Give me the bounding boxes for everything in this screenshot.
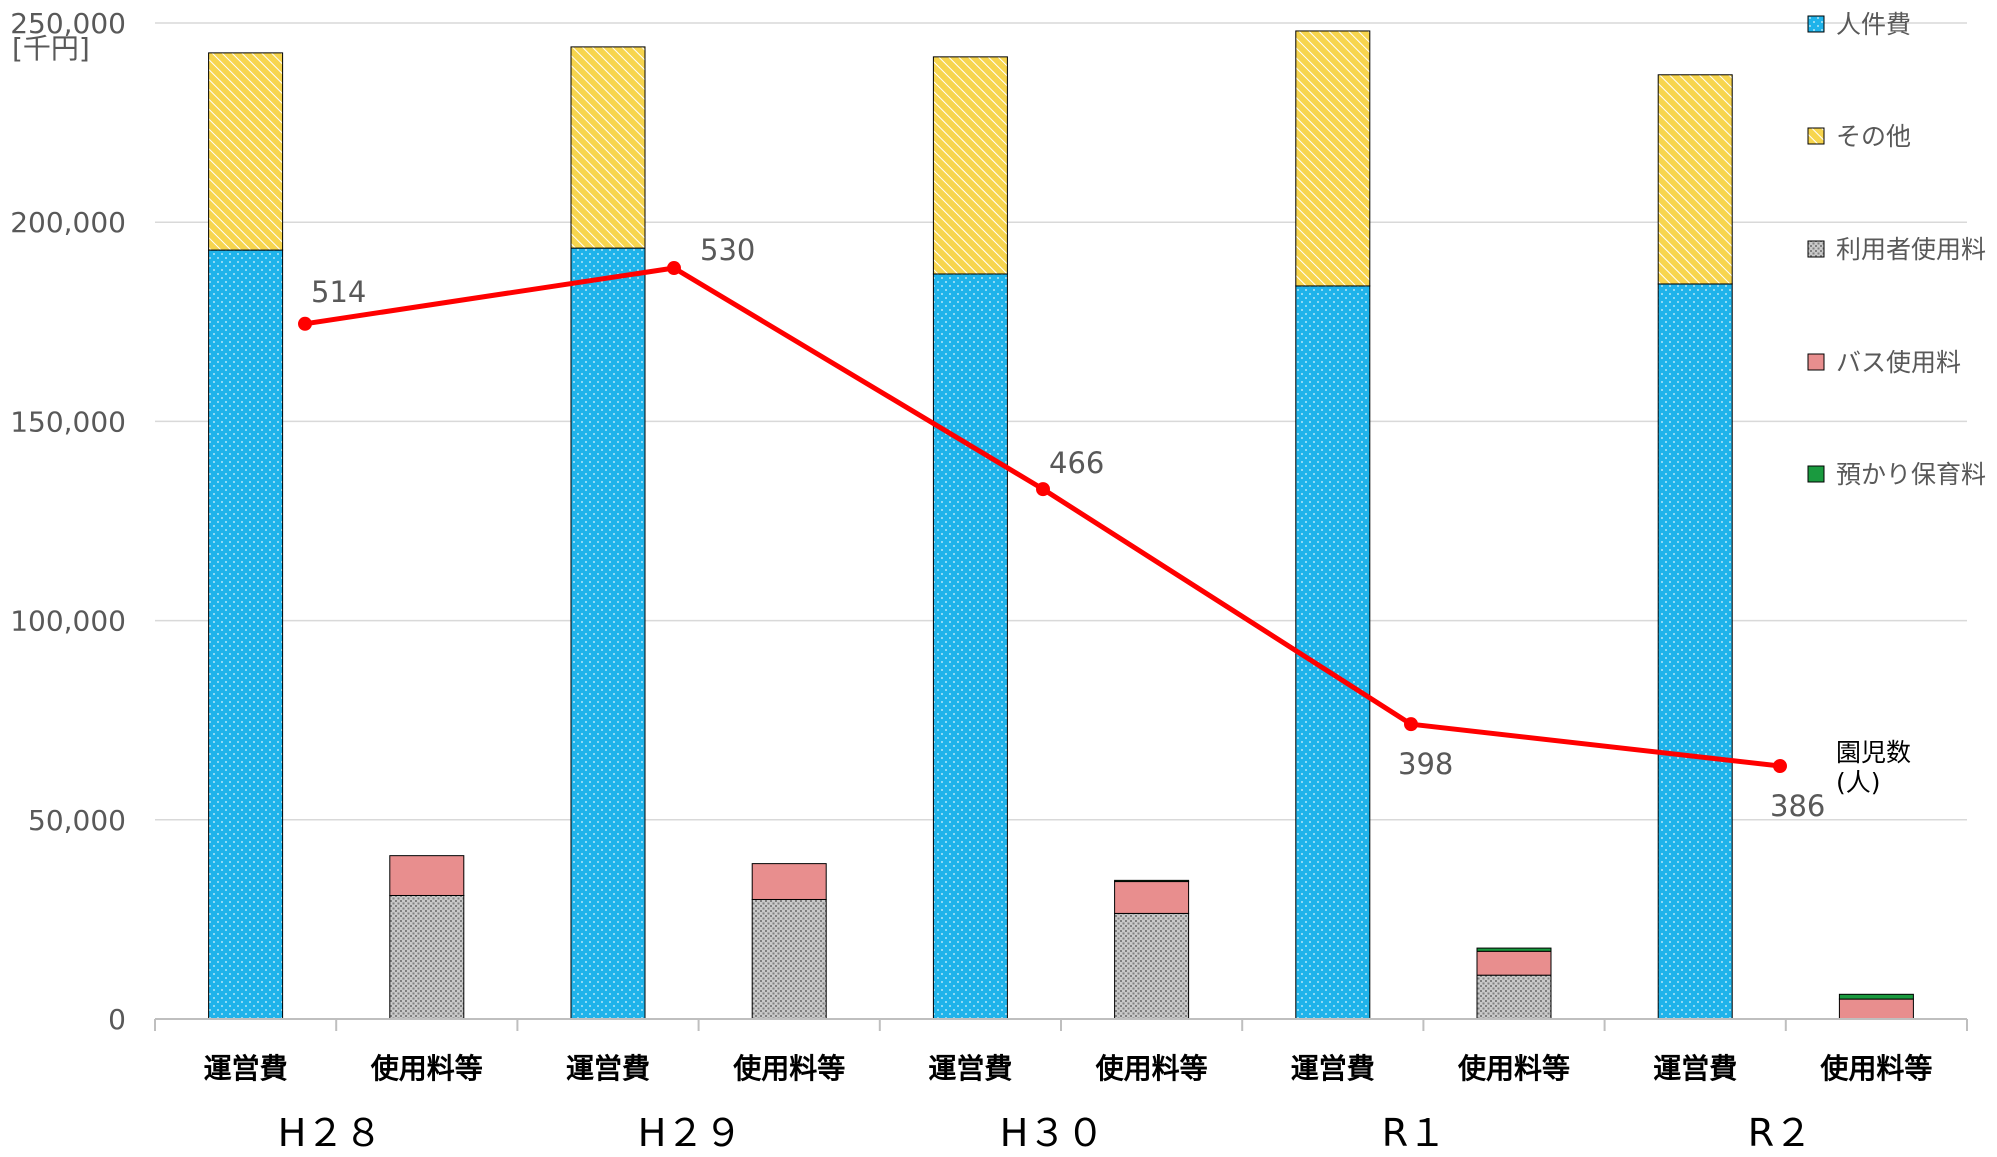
year-label: H２８: [278, 1111, 383, 1155]
line-data-label: 514: [311, 275, 366, 309]
category-label: 使用料等: [370, 1052, 483, 1085]
bar-segment-4: [1476, 947, 1552, 952]
legend-swatch: [1807, 127, 1825, 145]
bar-segment-0: [570, 247, 646, 1020]
y-axis-ticks: 0 50,000 100,000 150,000 200,000 250,000: [10, 7, 126, 1036]
series-label: 園児数(人): [1836, 738, 1911, 797]
line-point: [1404, 717, 1418, 732]
year-label: R１: [1382, 1111, 1446, 1155]
bar-segment-2: [389, 894, 465, 1020]
bar-segment-4: [1114, 879, 1190, 883]
category-label: 運営費: [204, 1052, 288, 1085]
y-tick-label: 50,000: [28, 804, 126, 837]
category-label: 運営費: [1291, 1052, 1375, 1085]
bar-segment-1: [1657, 74, 1733, 285]
category-label: 運営費: [1653, 1052, 1737, 1085]
bar-segment-2: [1476, 974, 1552, 1020]
year-labels: H２８ H２９ H３０ R１ R２: [278, 1111, 1812, 1155]
y-tick-label: 150,000: [10, 405, 126, 438]
line-data-label: 398: [1398, 747, 1453, 781]
line-point: [1036, 482, 1050, 497]
y-tick-label: 200,000: [10, 206, 126, 239]
bar-segment-3: [389, 855, 465, 896]
legend-label: その他: [1836, 122, 1911, 151]
legend-swatch: [1807, 353, 1825, 371]
legend-label: バス使用料: [1836, 348, 1961, 377]
line-point: [298, 316, 312, 331]
bar-segment-3: [1476, 950, 1552, 976]
x-axis-ticks: [154, 1019, 1968, 1031]
bar-segment-1: [932, 56, 1008, 275]
y-tick-label: 250,000: [10, 7, 126, 40]
bar-segment-0: [1295, 285, 1371, 1020]
legend-swatch: [1807, 240, 1825, 258]
stacked-bars: [208, 30, 1914, 1020]
bar-segment-0: [932, 273, 1008, 1020]
legend-label: 人件費: [1836, 10, 1911, 39]
line-point: [667, 261, 681, 276]
bar-segment-1: [570, 46, 646, 249]
bar-segment-2: [1114, 912, 1190, 1020]
y-tick-label: 0: [108, 1003, 126, 1036]
y-tick-label: 100,000: [10, 605, 126, 638]
category-label: 使用料等: [1095, 1052, 1208, 1085]
line-data-label: 386: [1770, 789, 1825, 823]
year-label: H２９: [638, 1111, 743, 1155]
line-data-label: 530: [700, 233, 755, 267]
bar-segment-3: [1838, 998, 1914, 1020]
category-label: 運営費: [928, 1052, 1012, 1085]
bar-segment-1: [208, 52, 284, 251]
year-label: H３０: [1000, 1111, 1105, 1155]
category-label: 使用料等: [732, 1052, 845, 1085]
legend-label: 預かり保育料: [1836, 460, 1986, 489]
bar-segment-1: [1295, 30, 1371, 287]
bar-segment-3: [751, 863, 827, 900]
category-label: 使用料等: [1819, 1052, 1932, 1085]
line-point: [1773, 759, 1787, 774]
legend-label: 利用者使用料: [1836, 235, 1986, 264]
line-data-label: 466: [1049, 446, 1104, 480]
year-label: R２: [1748, 1111, 1812, 1155]
bar-segment-3: [1114, 881, 1190, 914]
children-count-line: 514 530 466 398 386 園児数(人): [298, 233, 1911, 823]
category-label: 使用料等: [1457, 1052, 1570, 1085]
legend-swatch: [1807, 15, 1825, 33]
category-labels: 運営費 使用料等 運営費 使用料等 運営費 使用料等 運営費 使用料等 運営費 使用料等: [204, 1052, 1933, 1085]
line-path: [304, 265, 1781, 769]
legend-swatch: [1807, 465, 1825, 483]
bar-segment-0: [208, 249, 284, 1020]
y-axis-unit: [千円]: [12, 32, 90, 65]
bar-segment-0: [1657, 283, 1733, 1020]
category-label: 運営費: [566, 1052, 650, 1085]
bar-segment-4: [1838, 993, 1914, 1000]
bar-segment-2: [751, 898, 827, 1020]
